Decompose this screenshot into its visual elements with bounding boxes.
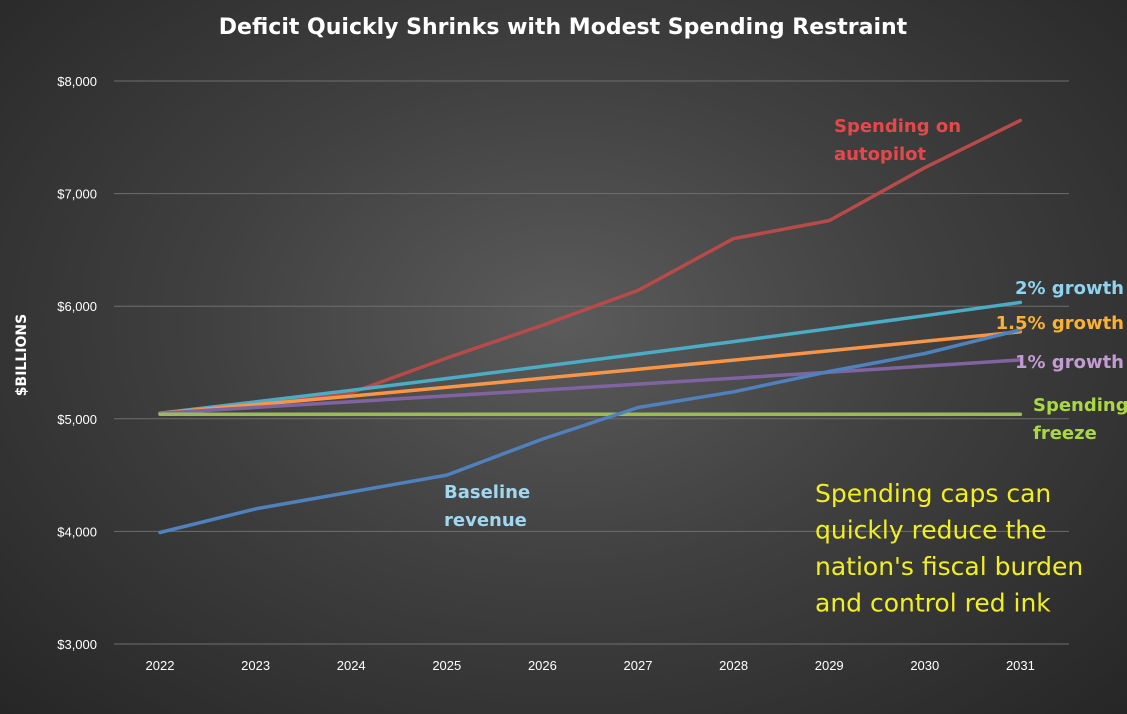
series-label: 1.5% growth xyxy=(996,313,1124,334)
series-line-baseline-revenue xyxy=(158,328,1023,535)
x-tick-label: 2029 xyxy=(815,658,844,673)
series-label: 1% growth xyxy=(1015,352,1124,373)
series-label: Spending on xyxy=(834,116,961,137)
chart-title: Deficit Quickly Shrinks with Modest Spen… xyxy=(219,15,908,40)
annotation-line: quickly reduce the xyxy=(815,516,1047,545)
y-axis-label: $BILLIONS xyxy=(14,314,30,396)
x-tick-label: 2028 xyxy=(719,658,748,673)
x-tick-label: 2022 xyxy=(146,658,175,673)
series-line-2-growth xyxy=(158,300,1023,415)
series-label: autopilot xyxy=(834,144,927,165)
series-label: revenue xyxy=(444,510,527,531)
series-line-1-5-growth xyxy=(158,330,1023,415)
x-tick-label: 2024 xyxy=(337,658,366,673)
y-tick-label: $4,000 xyxy=(57,524,97,539)
annotation-line: Spending caps can xyxy=(815,479,1051,508)
series-labels: Spending on autopilot 2% growth 1.5% growth… xyxy=(444,116,1127,531)
x-tick-label: 2026 xyxy=(528,658,557,673)
series-label: freeze xyxy=(1033,423,1097,444)
x-tick-label: 2025 xyxy=(432,658,461,673)
y-tick-label: $5,000 xyxy=(57,412,97,427)
series-lines xyxy=(158,118,1023,535)
series-label: Spending xyxy=(1033,395,1127,416)
gridlines xyxy=(114,80,1069,645)
x-tick-label: 2030 xyxy=(910,658,939,673)
x-tick-label: 2031 xyxy=(1006,658,1035,673)
y-tick-label: $3,000 xyxy=(57,637,97,652)
annotation-text: Spending caps can quickly reduce the natio… xyxy=(815,479,1083,618)
annotation-line: and control red ink xyxy=(815,589,1051,618)
y-tick-label: $8,000 xyxy=(57,74,97,89)
x-tick-label: 2023 xyxy=(241,658,270,673)
x-tick-labels: 2022 2023 2024 2025 2026 2027 2028 2029 2030 2031 xyxy=(146,658,1035,673)
series-line-1-growth xyxy=(158,358,1023,415)
series-label: 2% growth xyxy=(1015,278,1124,299)
annotation-line: nation's fiscal burden xyxy=(815,552,1083,581)
series-label: Baseline xyxy=(444,482,530,503)
y-tick-label: $6,000 xyxy=(57,299,97,314)
x-tick-label: 2027 xyxy=(624,658,653,673)
y-tick-labels: $3,000 $4,000 $5,000 $6,000 $7,000 $8,000 xyxy=(57,74,97,652)
y-tick-label: $7,000 xyxy=(57,187,97,202)
